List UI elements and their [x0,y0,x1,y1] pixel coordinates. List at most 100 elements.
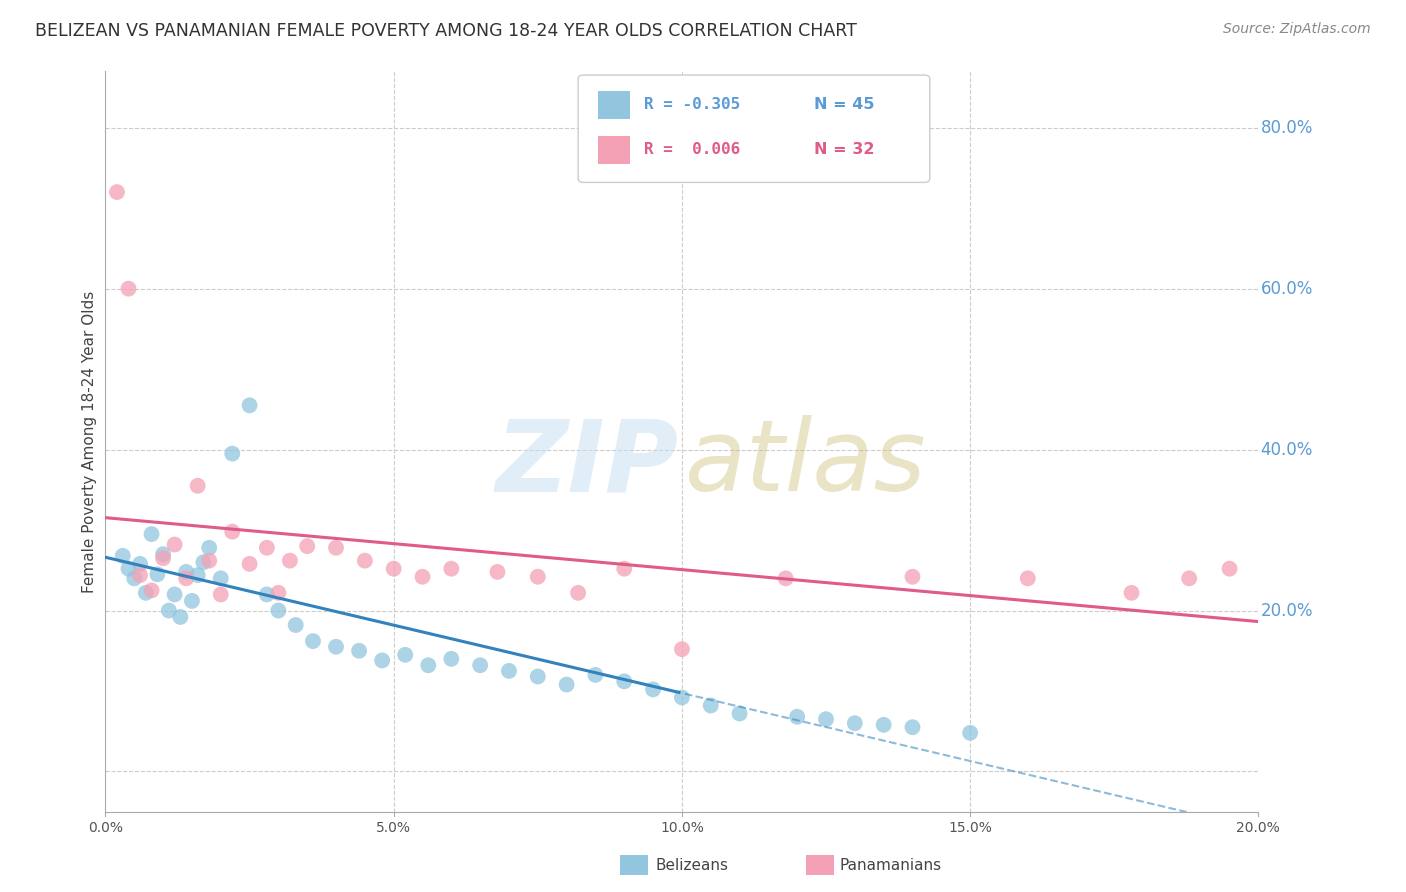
Point [959,726,981,740]
Bar [598,91,630,119]
Point [193,555,215,569]
Text: 80.0%: 80.0% [1261,119,1313,136]
Point [267,586,290,600]
Point [775,571,797,585]
Text: 5.0%: 5.0% [377,822,411,836]
Point [117,282,139,296]
Point [371,653,394,667]
Point [163,587,186,601]
Text: R = -0.305: R = -0.305 [644,97,740,112]
Text: 20.0%: 20.0% [1236,822,1281,836]
Text: BELIZEAN VS PANAMANIAN FEMALE POVERTY AMONG 18-24 YEAR OLDS CORRELATION CHART: BELIZEAN VS PANAMANIAN FEMALE POVERTY AM… [35,22,858,40]
Point [135,586,157,600]
Point [124,571,146,585]
Point [728,706,751,721]
Point [209,587,232,601]
Point [844,716,866,731]
Point [180,594,202,608]
Point [157,603,180,617]
Text: R =  0.006: R = 0.006 [644,142,740,157]
Point [239,398,262,412]
Point [440,652,463,666]
Point [585,668,607,682]
Point [163,537,186,551]
Text: 60.0%: 60.0% [1261,279,1313,298]
Point [111,549,134,563]
Text: Panamanians: Panamanians [839,858,942,872]
Point [901,570,924,584]
Point [169,610,191,624]
Point [613,674,636,689]
Point [671,690,693,705]
Point [221,524,243,539]
Point [302,634,325,648]
Point [297,539,319,553]
Point [671,642,693,657]
Point [105,185,128,199]
Text: 20.0%: 20.0% [1261,601,1313,620]
Point [129,568,152,582]
Y-axis label: Female Poverty Among 18-24 Year Olds: Female Poverty Among 18-24 Year Olds [82,291,97,592]
Point [567,586,589,600]
Text: Source: ZipAtlas.com: Source: ZipAtlas.com [1223,22,1371,37]
Text: Belizeans: Belizeans [655,858,728,872]
Point [1121,586,1143,600]
Point [347,644,370,658]
Point [239,557,262,571]
Point [1178,571,1201,585]
Text: N = 45: N = 45 [814,97,875,112]
Point [278,554,301,568]
Point [117,562,139,576]
Text: N = 32: N = 32 [814,142,875,157]
Point [498,664,520,678]
Point [267,603,290,617]
Point [174,571,197,585]
Point [613,562,636,576]
Point [198,554,221,568]
Point [187,479,209,493]
Point [256,541,278,555]
Text: 10.0%: 10.0% [659,822,704,836]
Point [325,541,347,555]
Point [174,565,197,579]
Point [1017,571,1039,585]
Text: 40.0%: 40.0% [1261,441,1313,458]
Point [872,718,896,732]
Point [815,712,838,726]
Point [468,658,492,673]
Point [526,669,548,683]
Point [284,618,307,632]
Point [187,568,209,582]
Point [129,557,152,571]
Point [526,570,548,584]
Point [146,567,169,582]
Point [641,682,665,697]
Bar [620,855,648,875]
Point [486,565,509,579]
Point [440,562,463,576]
Point [382,562,405,576]
Point [198,541,221,555]
Point [394,648,416,662]
Point [699,698,723,713]
Point [256,587,278,601]
FancyBboxPatch shape [578,75,929,183]
Point [141,583,163,598]
Point [418,658,440,673]
Point [141,527,163,541]
Point [354,554,377,568]
Point [221,447,243,461]
Point [901,720,924,734]
Point [152,551,174,566]
Point [1218,562,1241,576]
Text: atlas: atlas [685,416,927,512]
Text: 15.0%: 15.0% [948,822,993,836]
Point [152,547,174,561]
Bar [806,855,834,875]
Point [411,570,433,584]
Text: ZIP: ZIP [495,416,679,512]
Bar [598,136,630,164]
Point [209,571,232,585]
Point [786,710,808,724]
Point [555,677,578,691]
